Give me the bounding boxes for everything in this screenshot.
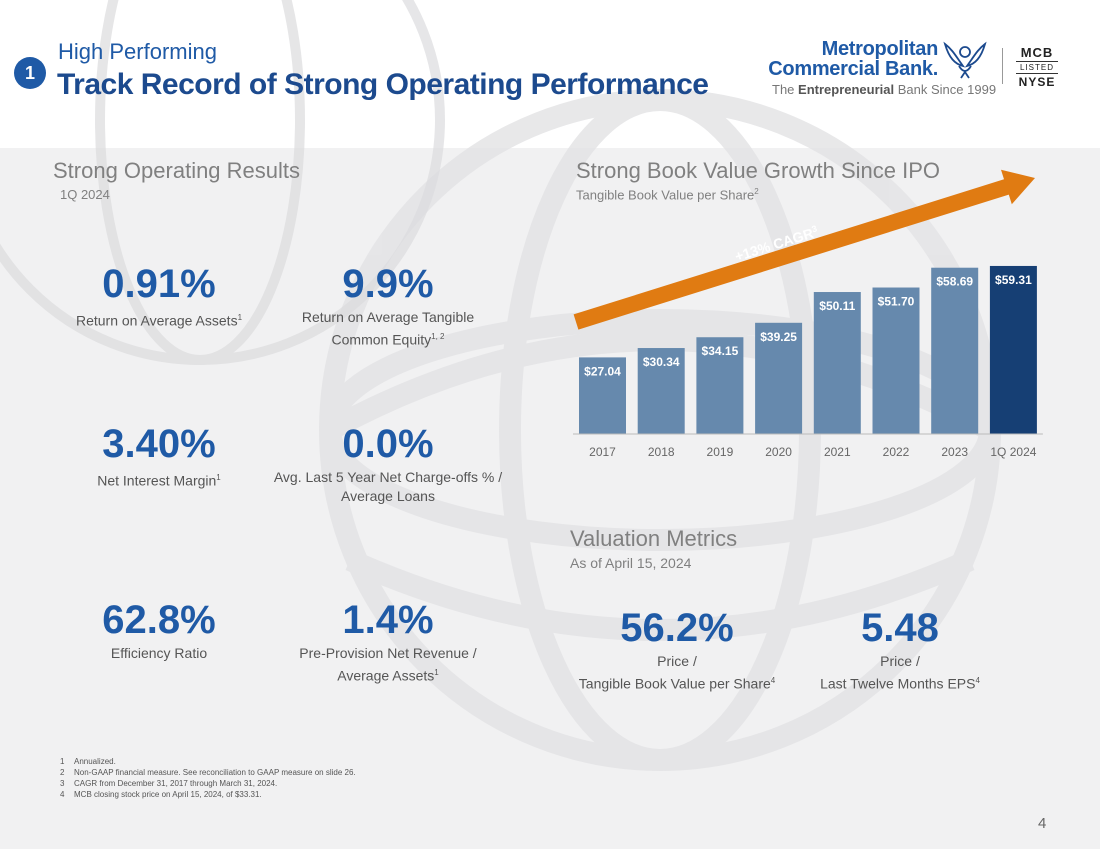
bar-value-label: $58.69: [936, 275, 973, 289]
metric-value: 9.9%: [342, 262, 434, 306]
bar-value-label: $50.11: [819, 299, 855, 313]
ticker-symbol: MCB: [1020, 45, 1054, 60]
metric-ppnr: 1.4% Pre-Provision Net Revenue / Average …: [273, 598, 503, 686]
valuation-subtitle: As of April 15, 2024: [570, 555, 692, 571]
book-value-subtitle: Tangible Book Value per Share2: [576, 187, 759, 203]
metric-value: 62.8%: [102, 598, 216, 642]
company-logo-text: Metropolitan Commercial Bank.: [768, 39, 938, 79]
footnote: 2 Non-GAAP financial measure. See reconci…: [60, 768, 356, 777]
bar-2021: [813, 292, 861, 434]
exchange-listing-badge: MCB LISTED NYSE: [1012, 46, 1062, 89]
x-tick-label: 2020: [765, 445, 792, 459]
metric-rotce: 9.9% Return on Average Tangible Common Eq…: [273, 262, 503, 350]
metric-label: Price / Last Twelve Months EPS4: [820, 653, 980, 692]
valuation-title: Valuation Metrics: [570, 526, 738, 551]
logo-line-2: Commercial Bank.: [768, 58, 938, 80]
operating-results-subtitle: 1Q 2024: [60, 187, 110, 202]
bar-value-label: $34.15: [702, 344, 739, 358]
metric-efficiency-ratio: 62.8% Efficiency Ratio: [44, 598, 274, 663]
chart-ticks-group: 2017 2018 2019 2020 2021 2022 2023 1Q 2024: [589, 445, 1037, 459]
metric-net-charge-offs: 0.0% Avg. Last 5 Year Net Charge-offs % …: [273, 422, 503, 506]
x-tick-label: 2023: [941, 445, 968, 459]
chart-bars-group: $27.04 $30.34 $34.15 $39.25 $50.11 $51.70 $58.…: [579, 265, 1037, 434]
metric-value: 0.91%: [102, 262, 216, 306]
page-number: 4: [1038, 815, 1047, 832]
bar-2017: [579, 357, 626, 434]
page-kicker: High Performing: [58, 39, 217, 64]
footnote: 1 Annualized.: [60, 757, 116, 766]
eagle-icon: [943, 41, 987, 79]
bar-value-label: $39.25: [760, 330, 797, 344]
metric-value: 56.2%: [620, 606, 734, 650]
book-value-title: Strong Book Value Growth Since IPO: [576, 158, 940, 183]
x-tick-label: 2019: [707, 445, 734, 459]
logo-divider: [1002, 48, 1003, 84]
metric-label: Efficiency Ratio: [110, 645, 208, 661]
metric-label: Price / Tangible Book Value per Share4: [578, 653, 776, 692]
bar-value-label: $30.34: [643, 355, 680, 369]
footnotes: 1 Annualized. 2 Non-GAAP financial measure…: [60, 756, 356, 800]
metric-label: Avg. Last 5 Year Net Charge-offs % / Aver…: [273, 469, 503, 504]
metric-value: 5.48: [861, 606, 939, 650]
bar-2018: [637, 348, 685, 434]
cagr-arrow: [573, 169, 1035, 330]
metric-value: 1.4%: [342, 598, 434, 642]
metric-price-to-tbv: 56.2% Price / Tangible Book Value per Sha…: [562, 606, 792, 694]
metric-value: 3.40%: [102, 422, 216, 466]
logo-line-1: Metropolitan: [821, 38, 939, 60]
metric-label: Return on Average Tangible Common Equity1…: [301, 309, 475, 348]
metric-value: 0.0%: [342, 422, 434, 466]
bar-value-label: $51.70: [878, 295, 915, 309]
tagline-suffix: Bank Since 1999: [897, 82, 997, 97]
tagline-bold: Entrepreneurial: [798, 82, 895, 97]
bar-2023: [931, 267, 979, 434]
page-title: Track Record of Strong Operating Perform…: [57, 68, 709, 101]
x-tick-label: 2017: [589, 445, 616, 459]
bar-value-label: $59.31: [995, 273, 1032, 287]
section-number-badge: 1: [14, 57, 46, 89]
metric-label: Pre-Provision Net Revenue / Average Asset…: [299, 645, 477, 684]
metric-label: Return on Average Assets1: [75, 312, 243, 329]
footnote: 3 CAGR from December 31, 2017 through Mar…: [60, 779, 278, 788]
bar-value-label: $27.04: [584, 364, 621, 378]
x-tick-label: 2018: [648, 445, 675, 459]
x-tick-label: 1Q 2024: [990, 445, 1036, 459]
x-tick-label: 2022: [883, 445, 910, 459]
metric-price-to-eps: 5.48 Price / Last Twelve Months EPS4: [785, 606, 1015, 694]
bar-2020: [755, 322, 803, 434]
metric-nim: 3.40% Net Interest Margin1: [44, 422, 274, 491]
tagline-prefix: The: [772, 82, 795, 97]
x-tick-label: 2021: [824, 445, 851, 459]
tangible-book-value-chart: $27.04 $30.34 $34.15 $39.25 $50.11 $51.70 $58.…: [573, 169, 1043, 459]
operating-results-title: Strong Operating Results: [53, 158, 301, 183]
bar-1q-2024: [989, 265, 1037, 434]
footnote: 4 MCB closing stock price on April 15, 20…: [60, 790, 262, 799]
exchange-name: NYSE: [1018, 75, 1056, 89]
bar-2019: [696, 337, 744, 434]
metric-roaa: 0.91% Return on Average Assets1: [44, 262, 274, 331]
listed-text: LISTED: [1016, 61, 1058, 74]
metric-label: Net Interest Margin1: [97, 472, 221, 489]
logo-tagline: The Entrepreneurial Bank Since 1999: [772, 82, 996, 97]
bar-2022: [872, 287, 920, 434]
